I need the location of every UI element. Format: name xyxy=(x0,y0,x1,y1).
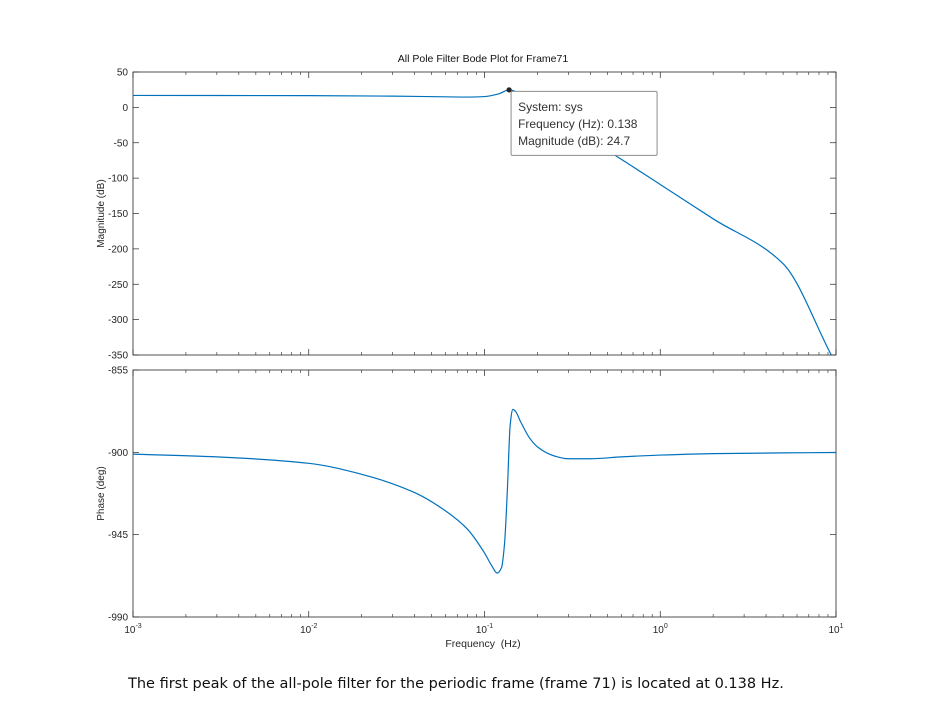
magnitude-y-tick-label: -50 xyxy=(114,138,129,149)
phase-y-tick-label: -900 xyxy=(108,448,128,459)
phase-y-tick-label: -945 xyxy=(108,530,128,541)
x-tick-label: 10-2 xyxy=(300,623,317,636)
datatip-line: Magnitude (dB): 24.7 xyxy=(518,134,630,148)
phase-y-tick-label: -990 xyxy=(108,613,128,624)
datatip-background xyxy=(510,90,658,156)
bode-figure: All Pole Filter Bode Plot for Frame71 50… xyxy=(96,53,844,650)
phase-axes-box xyxy=(132,369,837,618)
x-tick-label: 10-1 xyxy=(476,623,493,636)
x-axis-label: Frequency (Hz) xyxy=(445,638,520,650)
magnitude-y-tick-label: -300 xyxy=(108,315,128,326)
phase-y-tick-label: -855 xyxy=(108,366,128,377)
x-tick-label: 101 xyxy=(828,623,843,636)
magnitude-y-axis-label: Magnitude (dB) xyxy=(96,179,107,247)
magnitude-y-tick-label: 0 xyxy=(122,103,128,114)
x-tick-label: 100 xyxy=(653,623,668,636)
x-tick-label: 10-3 xyxy=(124,623,141,636)
magnitude-axes-box xyxy=(132,71,837,356)
magnitude-y-tick-label: -150 xyxy=(108,209,128,220)
magnitude-y-tick-label: -250 xyxy=(108,280,128,291)
magnitude-y-tick-label: -100 xyxy=(108,174,128,185)
magnitude-y-tick-label: -200 xyxy=(108,244,128,255)
datatip-box[interactable]: System: sys Frequency (Hz): 0.138 Magnitud… xyxy=(510,90,658,156)
phase-series-line xyxy=(133,408,836,574)
datatip-line: System: sys xyxy=(518,100,583,114)
magnitude-panel: 50 0 -50 -100 -150 -200 -250 -300 -350 Magnitude … xyxy=(96,68,837,362)
magnitude-y-tick-label: 50 xyxy=(117,68,129,79)
magnitude-y-tick-label: -350 xyxy=(108,351,128,362)
chart-title: All Pole Filter Bode Plot for Frame71 xyxy=(398,53,569,65)
figure-caption: The first peak of the all-pole filter fo… xyxy=(128,676,784,692)
phase-panel: -855 -900 -945 -990 Phase (deg) 10-3 10-2 10-1 1… xyxy=(96,366,844,637)
datatip-line: Frequency (Hz): 0.138 xyxy=(518,117,638,131)
phase-y-axis-label: Phase (deg) xyxy=(96,466,107,520)
datatip-marker[interactable] xyxy=(506,87,512,93)
magnitude-series-line xyxy=(133,89,832,355)
